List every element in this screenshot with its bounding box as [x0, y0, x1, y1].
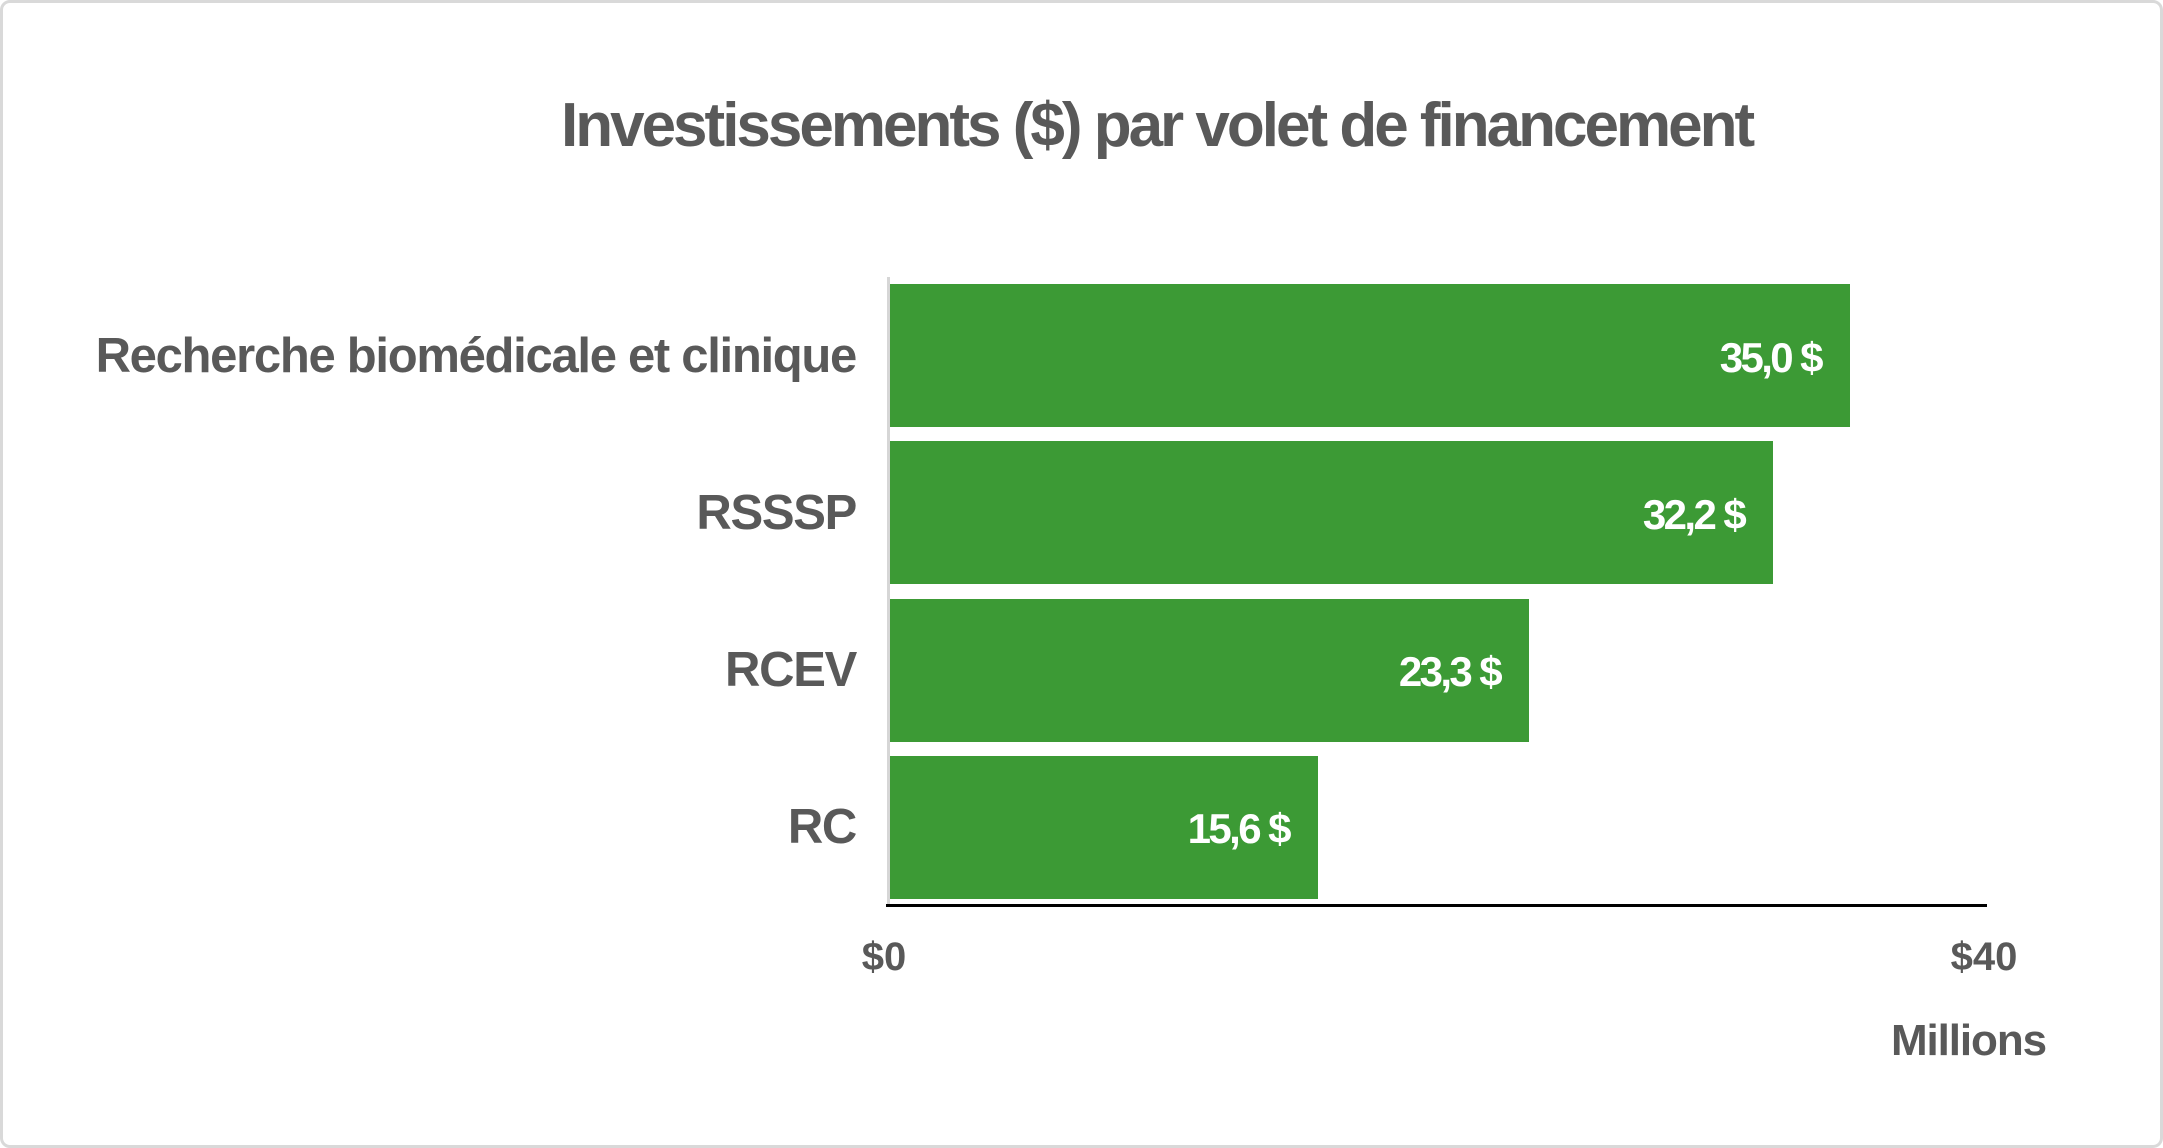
- bar-3: 15,6 $: [890, 755, 1318, 899]
- category-axis-line: [887, 277, 890, 904]
- bar-value-label: 15,6 $: [1187, 805, 1292, 853]
- bar-value-label: 35,0 $: [1719, 333, 1824, 381]
- bar-2: 23,3 $: [890, 598, 1529, 742]
- category-label: RC: [787, 800, 857, 855]
- category-label: RCEV: [725, 643, 857, 698]
- bar-value-label: 32,2 $: [1642, 490, 1747, 538]
- x-axis-tick-label-min: $0: [861, 934, 907, 979]
- bar-value-label: 23,3 $: [1398, 648, 1503, 696]
- bar-1: 32,2 $: [890, 441, 1774, 585]
- axis-unit-label: Millions: [1891, 1016, 2047, 1065]
- x-axis-tick-label-max: $40: [1950, 934, 2018, 979]
- category-label: RSSSP: [696, 485, 857, 540]
- bar-0: 35,0 $: [890, 284, 1850, 428]
- category-label: Recherche biomédicale et clinique: [95, 328, 858, 383]
- chart-title: Investissements ($) par volet de finance…: [561, 90, 1755, 160]
- value-axis-line: [886, 904, 1987, 907]
